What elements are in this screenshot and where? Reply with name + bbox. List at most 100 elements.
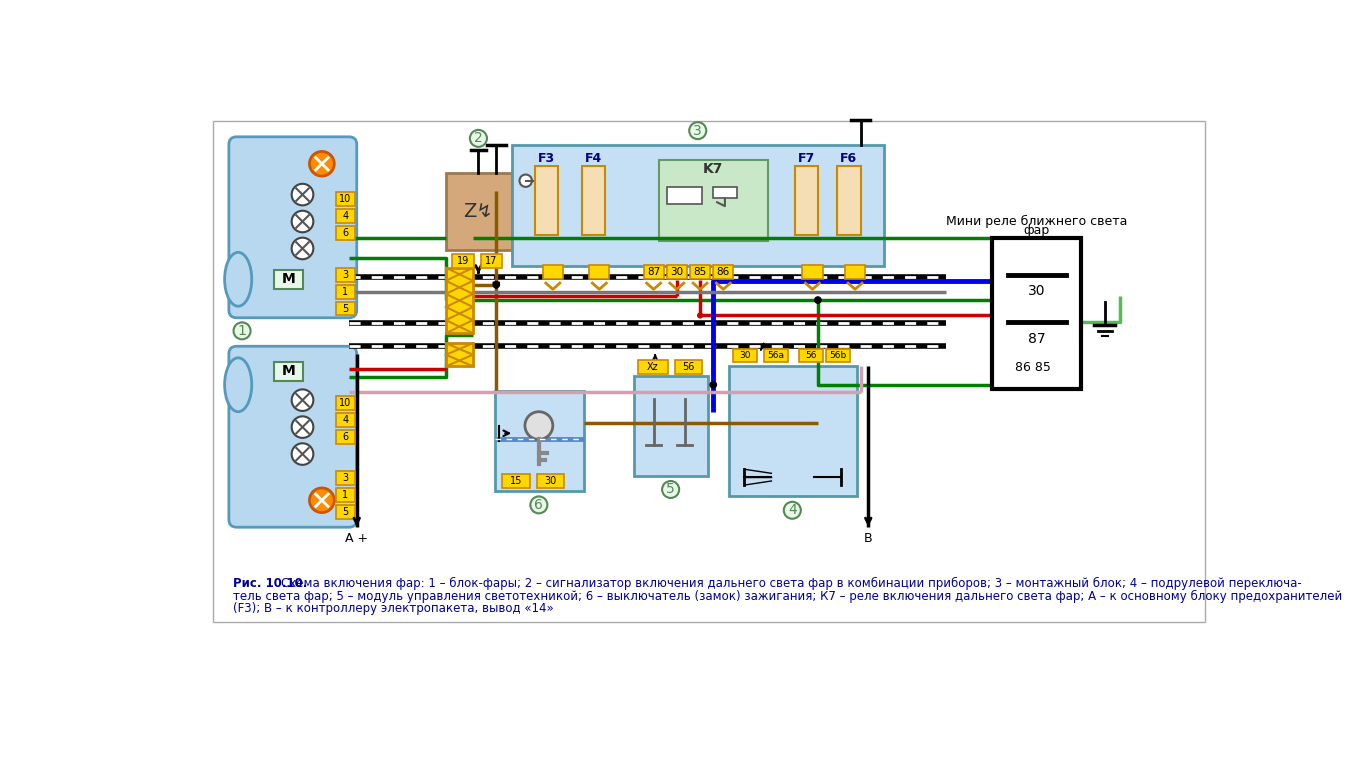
Bar [336,209,355,223]
Text: 6: 6 [343,228,348,238]
Text: 2: 2 [474,131,482,145]
Bar [213,121,1205,622]
Text: 56a: 56a [768,351,784,360]
Text: 10: 10 [339,194,351,204]
Bar [336,488,355,502]
Text: F3: F3 [538,152,555,165]
Text: Xz: Xz [647,362,658,372]
Circle shape [292,443,313,465]
Bar [992,238,1082,389]
Ellipse shape [224,253,251,306]
Text: B: B [863,532,873,545]
Bar [336,226,355,240]
Bar [667,265,687,279]
Text: 5: 5 [667,482,675,496]
Circle shape [814,296,822,304]
Bar [713,265,734,279]
Bar [634,376,708,475]
Text: Рис. 10.10.: Рис. 10.10. [232,578,311,591]
Text: фар: фар [1023,224,1049,237]
Bar [445,268,473,333]
Text: тель света фар; 5 – модуль управления светотехникой; 6 – выключатель (замок) заж: тель света фар; 5 – модуль управления св… [232,590,1341,603]
Ellipse shape [224,358,251,412]
Bar [825,349,851,362]
Bar [837,166,861,235]
Bar [336,471,355,485]
Text: 30: 30 [1027,284,1045,298]
Circle shape [234,323,250,339]
Bar [503,474,530,488]
Text: 30: 30 [671,266,683,276]
Text: 6: 6 [343,432,348,442]
Text: 87: 87 [1027,332,1045,346]
Bar [542,265,563,279]
Bar [336,302,355,316]
Text: 3: 3 [343,270,348,280]
Circle shape [292,416,313,438]
Text: 56b: 56b [829,351,847,360]
Text: 56: 56 [682,362,694,372]
Bar [336,430,355,444]
Text: 86 85: 86 85 [1015,361,1050,374]
Bar [795,166,818,235]
Bar [638,360,668,374]
Circle shape [709,381,717,389]
Circle shape [697,313,703,319]
Text: 4: 4 [788,503,796,518]
Text: 3: 3 [694,124,702,137]
Bar [846,265,865,279]
FancyBboxPatch shape [229,137,357,318]
Circle shape [470,130,486,147]
Text: (F3); В – к контроллеру электропакета, вывод «14»: (F3); В – к контроллеру электропакета, в… [232,602,553,615]
Bar [713,187,736,198]
Bar [799,349,824,362]
Text: 3: 3 [343,473,348,483]
Circle shape [310,151,335,176]
Bar [452,254,474,268]
Circle shape [784,502,800,518]
Text: 10: 10 [339,399,351,409]
Bar [643,265,664,279]
Bar [336,505,355,518]
Text: 87: 87 [647,266,660,276]
Bar [732,349,757,362]
Text: Схема включения фар: 1 – блок-фары; 2 – сигнализатор включения дальнего света фа: Схема включения фар: 1 – блок-фары; 2 – … [281,578,1302,591]
Bar [582,166,605,235]
Text: 85: 85 [694,266,706,276]
Text: 4: 4 [343,415,348,425]
Circle shape [310,488,335,512]
Text: 5: 5 [343,303,348,313]
Text: 56: 56 [805,351,817,360]
Text: 1: 1 [343,490,348,500]
Text: 6: 6 [534,498,544,512]
Text: F6: F6 [840,152,858,165]
Bar [445,343,473,366]
Text: 1: 1 [343,286,348,296]
Bar [481,254,503,268]
Text: M: M [281,364,295,378]
Bar [336,268,355,282]
Circle shape [663,481,679,498]
Circle shape [292,389,313,411]
Circle shape [292,237,313,260]
Bar [537,474,564,488]
Circle shape [492,281,500,289]
Bar [802,265,822,279]
Bar [273,270,303,290]
Text: 30: 30 [739,351,751,360]
Bar [273,362,303,381]
Circle shape [292,184,313,205]
Bar [336,192,355,206]
Text: 86: 86 [717,266,729,276]
Circle shape [292,210,313,232]
Text: 5: 5 [343,507,348,517]
Text: Z↯: Z↯ [463,202,493,221]
Text: M: M [281,273,295,286]
Text: 15: 15 [510,476,522,486]
Bar [675,360,702,374]
Circle shape [530,496,548,513]
Bar [336,285,355,299]
Bar [667,187,702,204]
Bar [494,391,583,491]
Text: K7: K7 [703,162,724,176]
